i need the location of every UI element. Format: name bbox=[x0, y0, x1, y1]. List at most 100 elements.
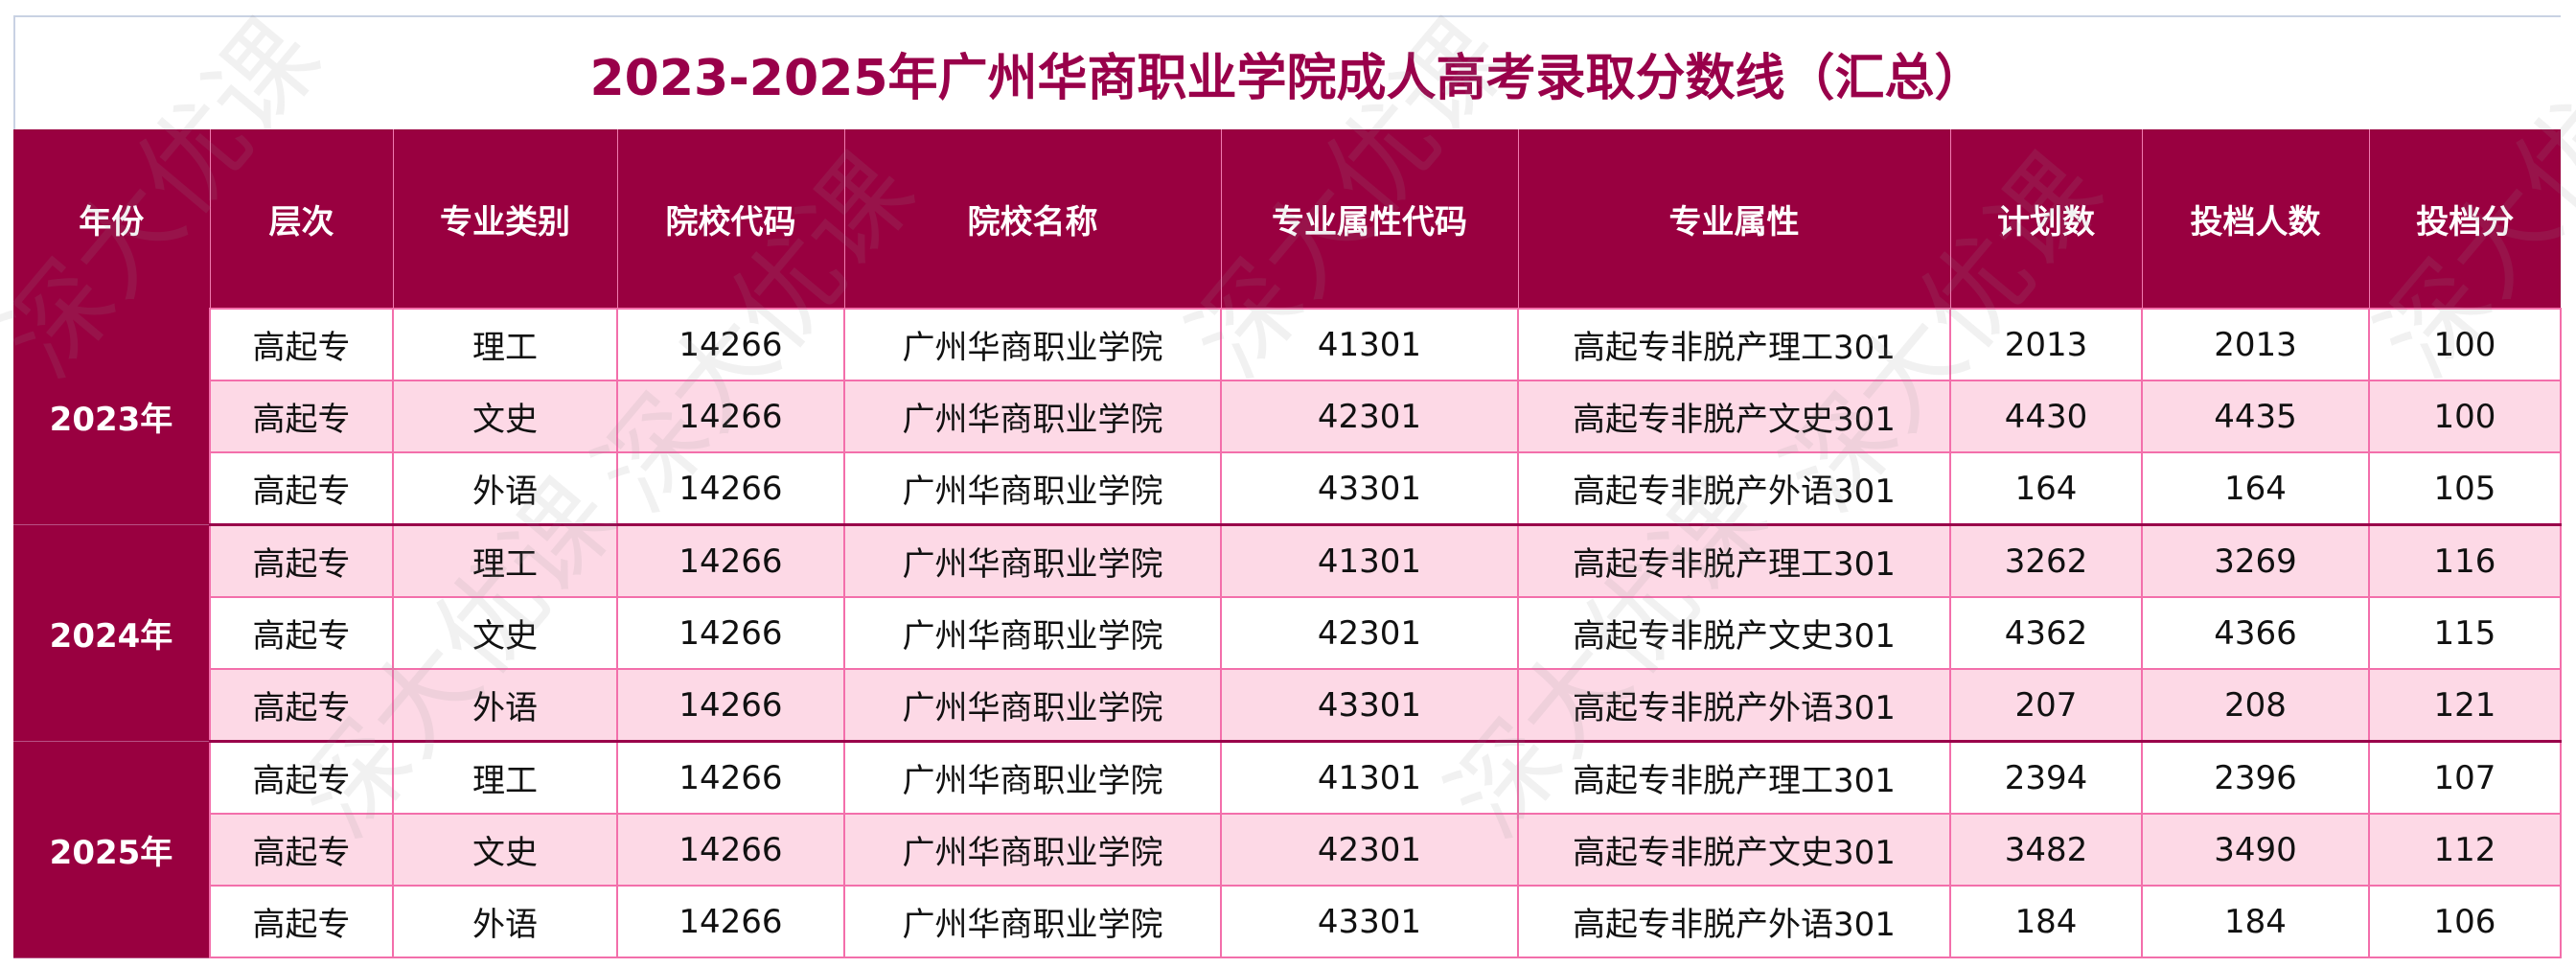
table-cell: 208 bbox=[2141, 668, 2370, 743]
table-cell: 107 bbox=[2368, 740, 2562, 815]
column-header: 投档人数 bbox=[2141, 129, 2369, 309]
table-cell: 高起专 bbox=[209, 451, 394, 526]
table-cell: 高起专非脱产理工301 bbox=[1517, 308, 1951, 381]
table-cell: 3482 bbox=[1949, 813, 2143, 887]
table-cell: 43301 bbox=[1220, 668, 1519, 743]
year-cell: 2025年 bbox=[13, 741, 210, 958]
table-cell: 43301 bbox=[1220, 885, 1519, 958]
table-cell: 115 bbox=[2368, 596, 2562, 670]
table-cell: 41301 bbox=[1220, 523, 1519, 598]
table-cell: 41301 bbox=[1220, 740, 1519, 815]
table-cell: 2013 bbox=[1949, 308, 2143, 381]
column-header: 层次 bbox=[209, 129, 393, 309]
header-row: 年份 层次 专业类别 院校代码 院校名称 专业属性代码 专业属性 计划数 投档人数 投档分 bbox=[13, 129, 2561, 309]
column-header: 专业属性代码 bbox=[1220, 129, 1518, 309]
column-header: 投档分 bbox=[2368, 129, 2561, 309]
table-cell: 高起专非脱产文史301 bbox=[1517, 380, 1951, 453]
table-cell: 文史 bbox=[392, 596, 618, 670]
table-cell: 42301 bbox=[1220, 596, 1519, 670]
table-cell: 121 bbox=[2368, 668, 2562, 743]
table-cell: 广州华商职业学院 bbox=[843, 523, 1222, 598]
table-cell: 100 bbox=[2368, 308, 2562, 381]
table-cell: 41301 bbox=[1220, 308, 1519, 381]
column-header: 院校名称 bbox=[843, 129, 1221, 309]
table-cell: 广州华商职业学院 bbox=[843, 451, 1222, 526]
table-cell: 14266 bbox=[616, 308, 845, 381]
table-cell: 3490 bbox=[2141, 813, 2370, 887]
table-row: 高起专 文史 14266 广州华商职业学院 42301 高起专非脱产文史301 4362 43… bbox=[13, 596, 2562, 670]
table-cell: 高起专非脱产文史301 bbox=[1517, 813, 1951, 887]
table-cell: 14266 bbox=[616, 596, 845, 670]
table-cell: 广州华商职业学院 bbox=[843, 596, 1222, 670]
table-cell: 高起专 bbox=[209, 885, 394, 958]
table-cell: 文史 bbox=[392, 813, 618, 887]
table-cell: 高起专非脱产理工301 bbox=[1517, 740, 1951, 815]
table-cell: 116 bbox=[2368, 523, 2562, 598]
table-row: 高起专 外语 14266 广州华商职业学院 43301 高起专非脱产外语301 207 208… bbox=[13, 668, 2562, 743]
table-cell: 广州华商职业学院 bbox=[843, 813, 1222, 887]
table-cell: 2396 bbox=[2141, 740, 2370, 815]
table-row: 2023年 高起专 理工 14266 广州华商职业学院 41301 高起专非脱产理工301 2… bbox=[13, 308, 2562, 525]
table-cell: 42301 bbox=[1220, 813, 1519, 887]
table-cell: 4362 bbox=[1949, 596, 2143, 670]
table-row: 高起专 外语 14266 广州华商职业学院 43301 高起专非脱产外语301 184 184… bbox=[13, 885, 2562, 958]
table-cell: 2394 bbox=[1949, 740, 2143, 815]
table-cell: 广州华商职业学院 bbox=[843, 380, 1222, 453]
table-cell: 100 bbox=[2368, 380, 2562, 453]
table-cell: 2013 bbox=[2141, 308, 2370, 381]
table-cell: 164 bbox=[1949, 451, 2143, 526]
table-cell: 14266 bbox=[616, 451, 845, 526]
table-cell: 106 bbox=[2368, 885, 2562, 958]
table-cell: 广州华商职业学院 bbox=[843, 668, 1222, 743]
table-cell: 14266 bbox=[616, 523, 845, 598]
table-cell: 广州华商职业学院 bbox=[843, 740, 1222, 815]
table-cell: 4435 bbox=[2141, 380, 2370, 453]
table-row: 高起专 文史 14266 广州华商职业学院 42301 高起专非脱产文史301 3482 34… bbox=[13, 813, 2562, 887]
table-cell: 14266 bbox=[616, 813, 845, 887]
column-header: 计划数 bbox=[1949, 129, 2142, 309]
table-cell: 广州华商职业学院 bbox=[843, 885, 1222, 958]
table-cell: 文史 bbox=[392, 380, 618, 453]
table-cell: 112 bbox=[2368, 813, 2562, 887]
admission-score-table: 年份 层次 专业类别 院校代码 院校名称 专业属性代码 专业属性 计划数 投档人数 投档分 202… bbox=[13, 129, 2562, 958]
column-header: 专业类别 bbox=[392, 129, 617, 309]
page-title: 2023-2025年广州华商职业学院成人高考录取分数线（汇总） bbox=[589, 49, 1985, 107]
table-cell: 105 bbox=[2368, 451, 2562, 526]
year-cell: 2024年 bbox=[13, 524, 210, 742]
table-cell: 高起专 bbox=[209, 308, 394, 381]
table-cell: 高起专非脱产外语301 bbox=[1517, 668, 1951, 743]
table-cell: 高起专非脱产文史301 bbox=[1517, 596, 1951, 670]
table-cell: 理工 bbox=[392, 740, 618, 815]
table-cell: 4430 bbox=[1949, 380, 2143, 453]
table-cell: 184 bbox=[1949, 885, 2143, 958]
table-cell: 14266 bbox=[616, 740, 845, 815]
table-cell: 外语 bbox=[392, 885, 618, 958]
table-cell: 42301 bbox=[1220, 380, 1519, 453]
table-cell: 3269 bbox=[2141, 523, 2370, 598]
table-cell: 高起专非脱产外语301 bbox=[1517, 885, 1951, 958]
table-cell: 广州华商职业学院 bbox=[843, 308, 1222, 381]
table-row: 2025年 高起专 理工 14266 广州华商职业学院 41301 高起专非脱产理工301 2… bbox=[13, 740, 2562, 958]
table-cell: 207 bbox=[1949, 668, 2143, 743]
table-cell: 高起专 bbox=[209, 596, 394, 670]
table-row: 高起专 外语 14266 广州华商职业学院 43301 高起专非脱产外语301 164 164… bbox=[13, 451, 2562, 526]
table-cell: 理工 bbox=[392, 308, 618, 381]
table-cell: 外语 bbox=[392, 668, 618, 743]
table-cell: 14266 bbox=[616, 668, 845, 743]
table-row: 2024年 高起专 理工 14266 广州华商职业学院 41301 高起专非脱产理工301 3… bbox=[13, 523, 2562, 742]
table-cell: 14266 bbox=[616, 885, 845, 958]
table-cell: 高起专 bbox=[209, 523, 394, 598]
table-cell: 164 bbox=[2141, 451, 2370, 526]
table-cell: 高起专 bbox=[209, 813, 394, 887]
column-header: 专业属性 bbox=[1517, 129, 1950, 309]
table-cell: 高起专 bbox=[209, 740, 394, 815]
table-cell: 43301 bbox=[1220, 451, 1519, 526]
table-cell: 3262 bbox=[1949, 523, 2143, 598]
table-cell: 184 bbox=[2141, 885, 2370, 958]
table-cell: 高起专非脱产外语301 bbox=[1517, 451, 1951, 526]
table-cell: 外语 bbox=[392, 451, 618, 526]
table-cell: 理工 bbox=[392, 523, 618, 598]
table-cell: 高起专 bbox=[209, 380, 394, 453]
table-row: 高起专 文史 14266 广州华商职业学院 42301 高起专非脱产文史301 4430 44… bbox=[13, 380, 2562, 453]
column-header: 年份 bbox=[13, 129, 210, 309]
